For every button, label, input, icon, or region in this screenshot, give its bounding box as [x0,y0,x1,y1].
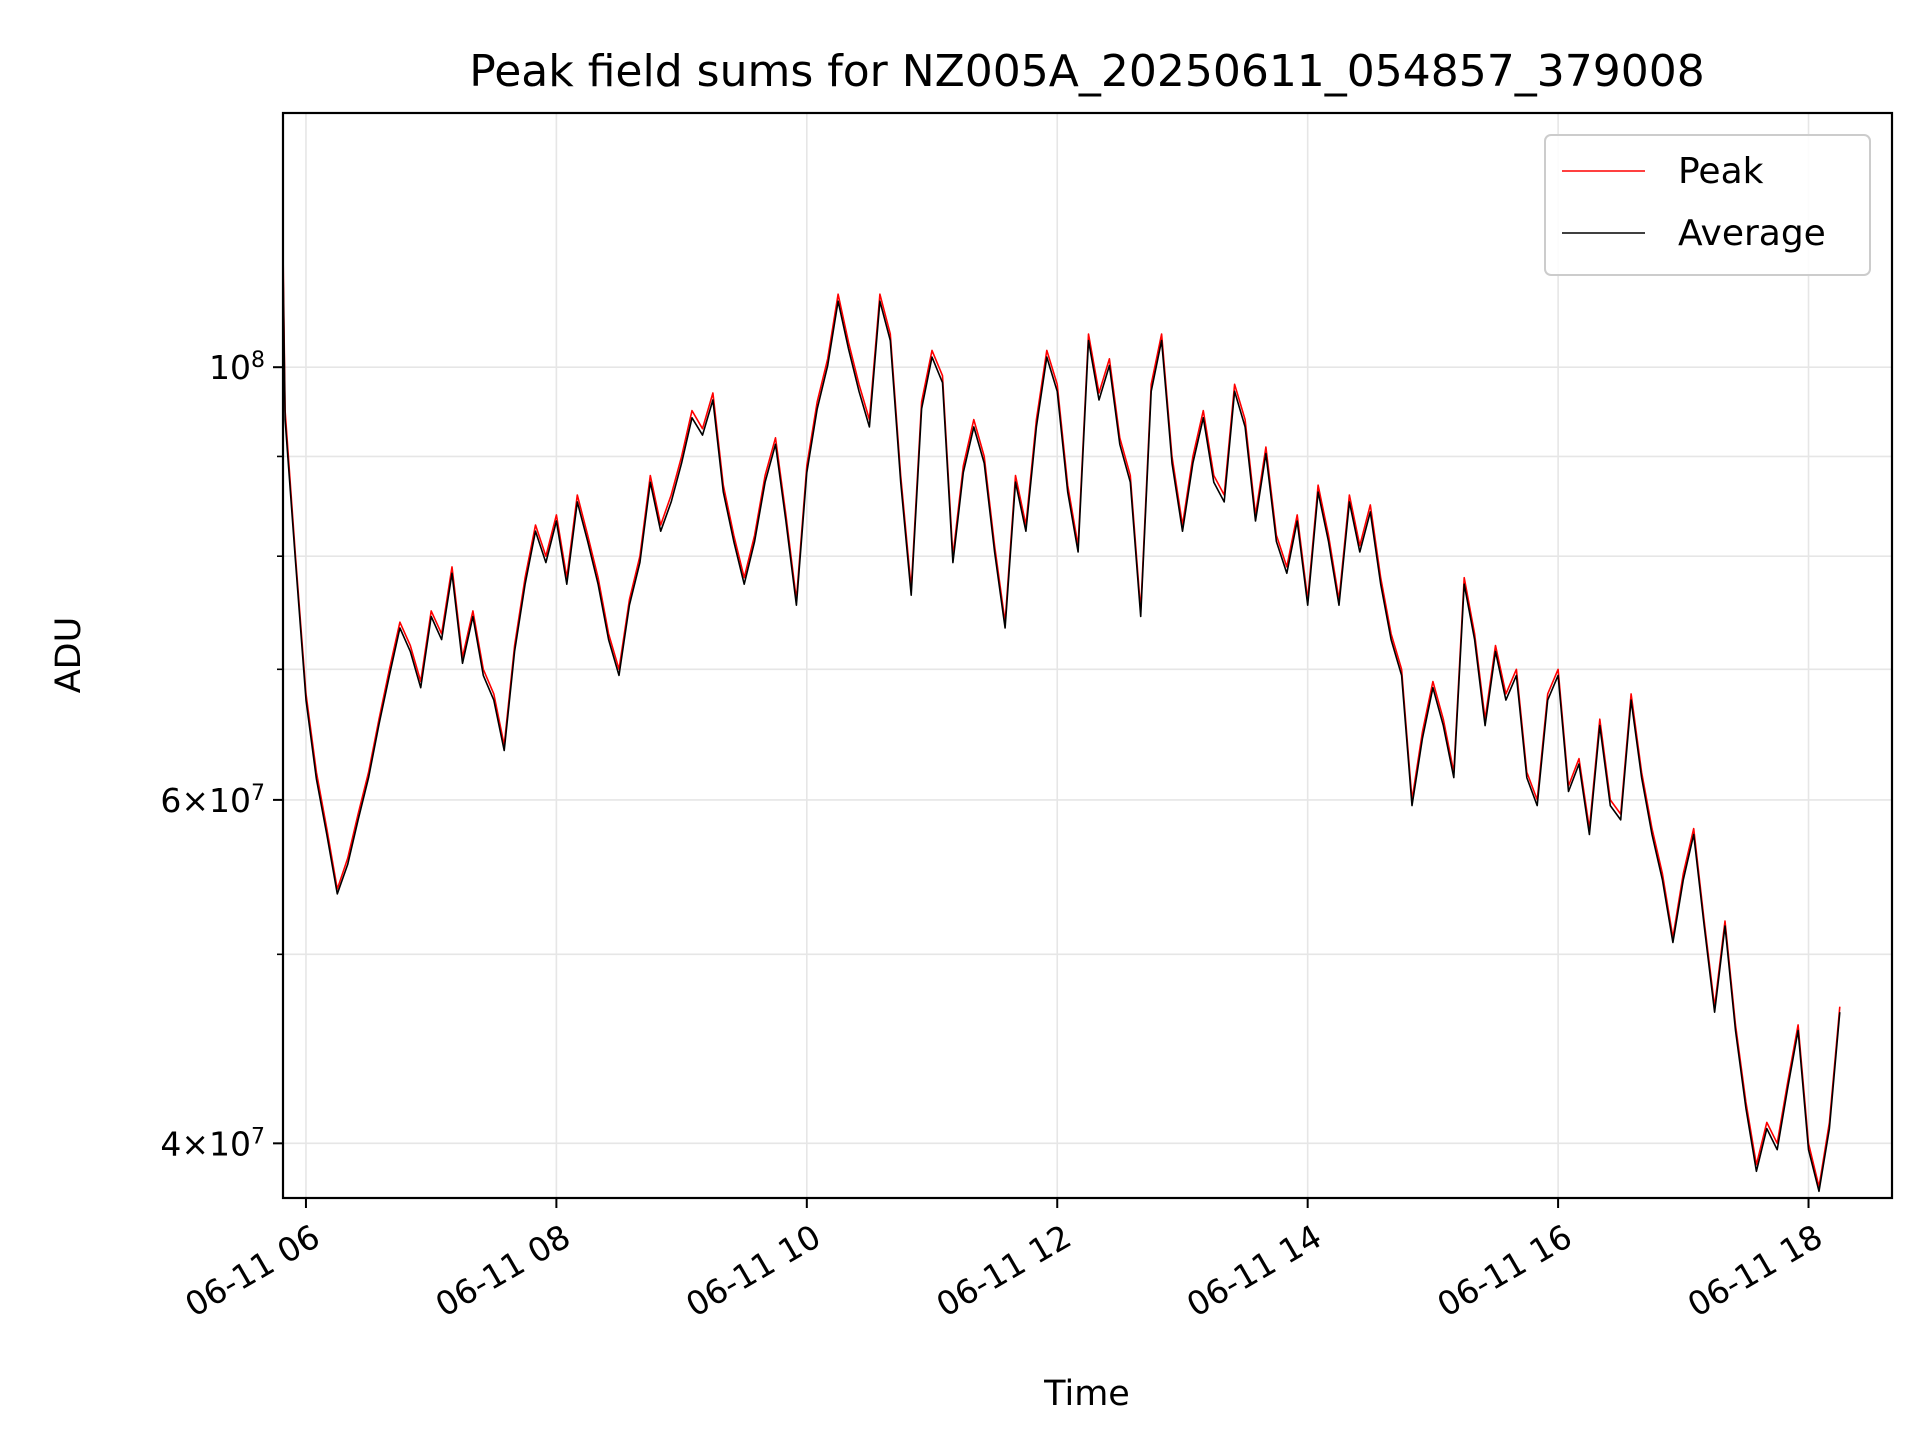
y-tick-exponent: 7 [251,1124,265,1149]
x-axis-label: Time [1043,1374,1130,1414]
y-tick-mantissa: 10 [209,348,251,387]
series-lines [282,248,1841,1193]
legend-label-average: Average [1678,213,1826,254]
y-tick-label: 108 [209,348,265,388]
series-line-peak [282,248,1841,1188]
series-line-average [282,263,1841,1193]
y-tick-mantissa: 6×10 [160,781,251,820]
y-tick-mantissa: 4×10 [160,1124,251,1163]
legend-label-peak: Peak [1678,151,1764,192]
y-tick-exponent: 8 [251,348,265,373]
legend: Peak Average [1544,134,1871,276]
chart-title: Peak field sums for NZ005A_20250611_0548… [469,46,1704,97]
legend-box [1544,134,1871,276]
y-tick-label: 4×107 [160,1124,265,1164]
y-axis-label: ADU [49,617,89,694]
plot-frame [281,111,1894,1200]
y-tick-label: 6×107 [160,780,265,820]
y-tick-exponent: 7 [251,780,265,805]
